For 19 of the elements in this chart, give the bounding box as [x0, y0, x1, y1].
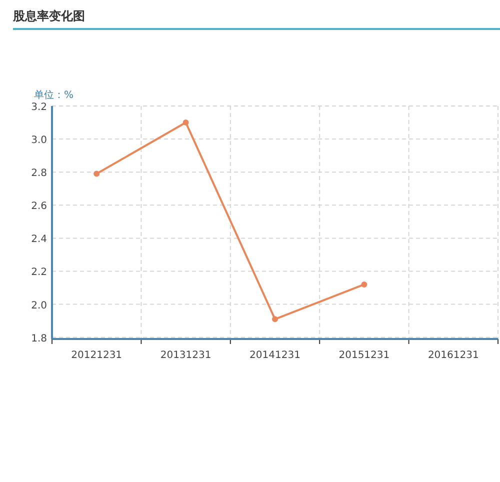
y-tick-label: 2.4	[31, 234, 47, 246]
y-tick-label: 2.8	[31, 168, 47, 180]
y-tick-label: 2.0	[31, 300, 47, 312]
chart-title: 股息率变化图	[12, 9, 85, 23]
point	[361, 281, 368, 288]
y-tick-label: 3.0	[31, 135, 47, 146]
y-tick-label: 3.2	[31, 102, 47, 113]
y-tick-label: 1.8	[31, 333, 47, 344]
x-tick-label: 20121231	[71, 350, 122, 361]
x-tick-label: 20151231	[338, 350, 390, 361]
x-tick-label: 20131231	[160, 350, 212, 361]
point	[272, 316, 278, 322]
y-tick-label: 2.2	[31, 267, 47, 278]
point	[182, 120, 189, 126]
point	[94, 170, 100, 177]
x-tick-label: 20161231	[428, 350, 479, 361]
y-axis-title: 单位：%	[34, 89, 74, 101]
y-tick-label: 2.6	[31, 201, 47, 212]
x-tick-label: 20141231	[250, 350, 300, 361]
